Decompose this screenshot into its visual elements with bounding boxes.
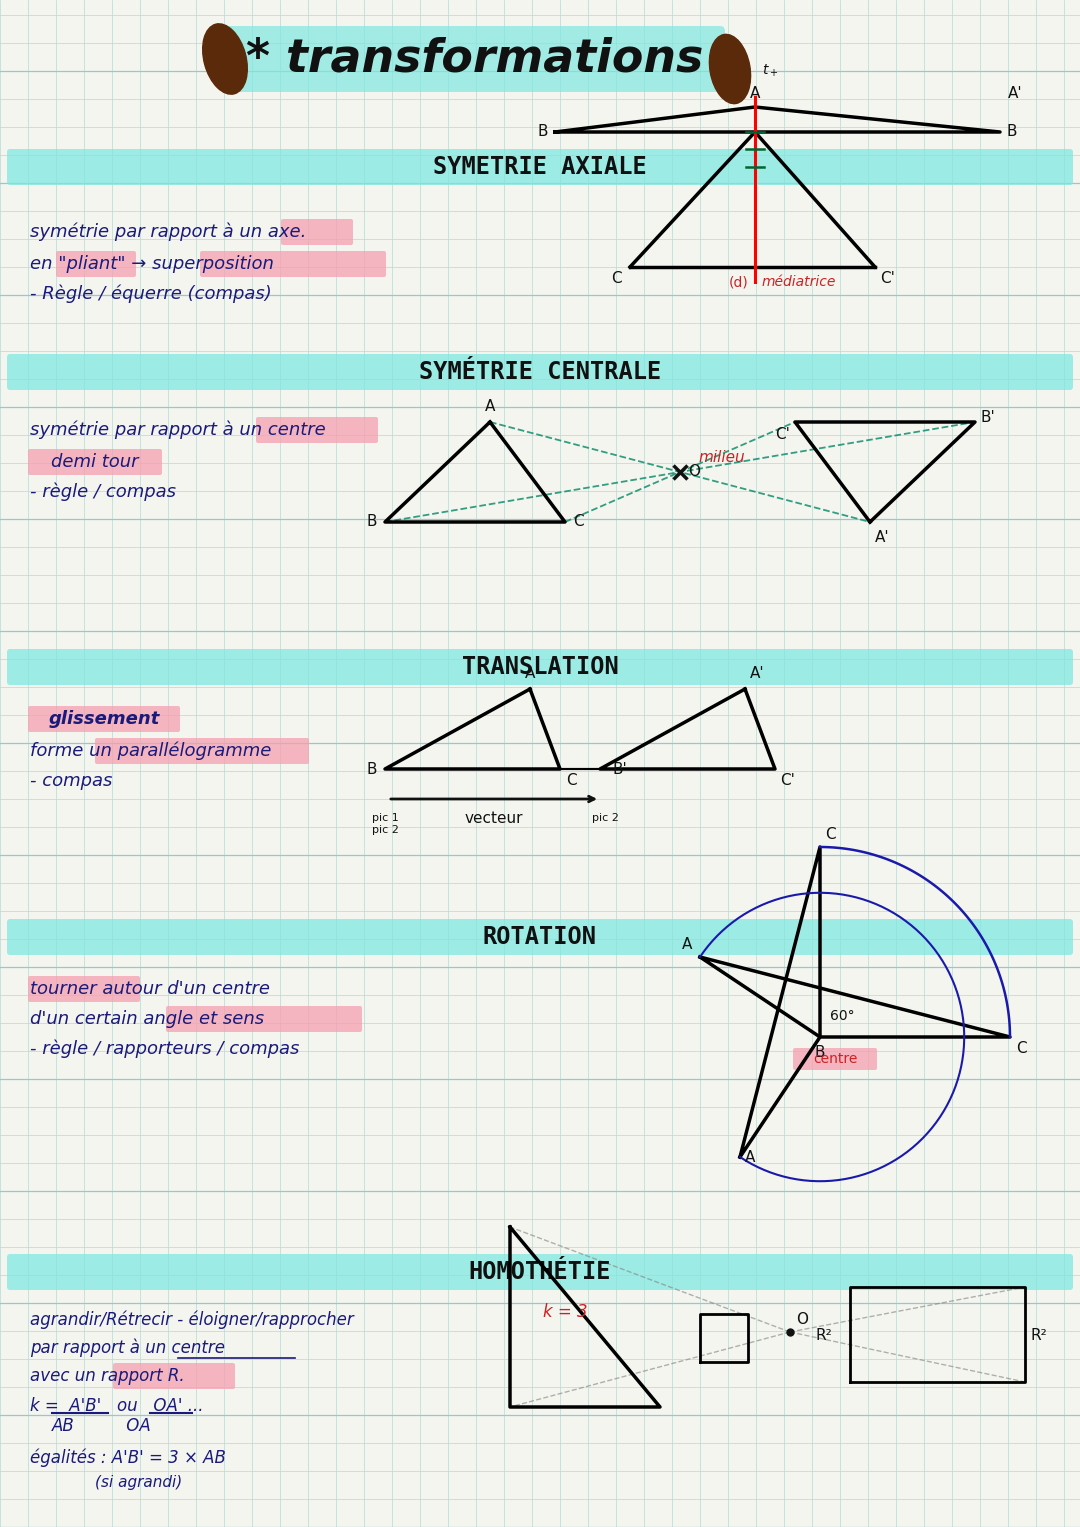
Text: - règle / rapporteurs / compas: - règle / rapporteurs / compas [30, 1040, 299, 1058]
Text: B: B [814, 1044, 825, 1060]
FancyBboxPatch shape [256, 417, 378, 443]
Text: médiatrice: médiatrice [762, 275, 836, 289]
Text: B': B' [612, 762, 626, 777]
Text: O: O [796, 1312, 808, 1327]
Text: C: C [573, 515, 583, 530]
FancyBboxPatch shape [200, 250, 386, 276]
Text: pic 1
pic 2: pic 1 pic 2 [372, 812, 399, 835]
Text: agrandir/Rétrecir - éloigner/rapprocher: agrandir/Rétrecir - éloigner/rapprocher [30, 1310, 354, 1328]
FancyBboxPatch shape [6, 1254, 1074, 1290]
Text: B': B' [980, 411, 995, 426]
Text: C: C [566, 773, 577, 788]
Text: C: C [611, 270, 622, 286]
Text: ROTATION: ROTATION [483, 925, 597, 948]
Text: A: A [485, 399, 496, 414]
Text: milieu: milieu [698, 450, 744, 466]
Text: - compas: - compas [30, 773, 112, 789]
Ellipse shape [710, 34, 751, 104]
Text: symétrie par rapport à un axe.: symétrie par rapport à un axe. [30, 223, 307, 241]
Text: demi tour: demi tour [51, 454, 138, 470]
Text: symétrie par rapport à un centre: symétrie par rapport à un centre [30, 421, 326, 440]
FancyBboxPatch shape [113, 1364, 235, 1390]
Text: C': C' [780, 773, 795, 788]
FancyBboxPatch shape [28, 976, 140, 1002]
Text: avec un rapport R.: avec un rapport R. [30, 1367, 185, 1385]
Text: C': C' [880, 270, 895, 286]
Text: (d): (d) [728, 275, 748, 289]
Text: SYMETRIE AXIALE: SYMETRIE AXIALE [433, 156, 647, 179]
Text: B: B [366, 515, 377, 530]
Text: * transformations: * transformations [246, 37, 704, 81]
Text: tourner autour d'un centre: tourner autour d'un centre [30, 980, 270, 999]
Text: C: C [825, 828, 836, 841]
Text: k =  A'B'   ou   OA' ...: k = A'B' ou OA' ... [30, 1397, 203, 1416]
Text: A: A [525, 666, 536, 681]
Text: - règle / compas: - règle / compas [30, 483, 176, 501]
Text: - Règle / équerre (compas): - Règle / équerre (compas) [30, 284, 272, 304]
Text: B: B [1005, 125, 1016, 139]
Text: pic 2: pic 2 [592, 812, 619, 823]
Text: R²: R² [1030, 1327, 1047, 1342]
Text: A: A [745, 1150, 755, 1165]
Text: A': A' [1008, 86, 1023, 101]
FancyBboxPatch shape [6, 919, 1074, 954]
Text: vecteur: vecteur [464, 811, 523, 826]
FancyBboxPatch shape [28, 705, 180, 731]
Text: centre: centre [813, 1052, 858, 1066]
Text: 60°: 60° [831, 1009, 854, 1023]
FancyBboxPatch shape [281, 218, 353, 244]
FancyBboxPatch shape [225, 26, 725, 92]
Text: d'un certain angle et sens: d'un certain angle et sens [30, 1009, 265, 1028]
Text: R²: R² [815, 1327, 832, 1342]
FancyBboxPatch shape [28, 449, 162, 475]
Text: C': C' [775, 428, 789, 441]
FancyBboxPatch shape [793, 1048, 877, 1070]
Text: SYMÉTRIE CENTRALE: SYMÉTRIE CENTRALE [419, 360, 661, 383]
Text: glissement: glissement [49, 710, 160, 728]
Text: TRANSLATION: TRANSLATION [461, 655, 619, 680]
Text: HOMOTHÉTIE: HOMOTHÉTIE [469, 1260, 611, 1284]
FancyBboxPatch shape [95, 738, 309, 764]
Text: égalités : A'B' = 3 × AB: égalités : A'B' = 3 × AB [30, 1449, 226, 1467]
Text: O: O [688, 464, 700, 479]
FancyBboxPatch shape [6, 649, 1074, 686]
Text: (si agrandi): (si agrandi) [95, 1475, 183, 1489]
Text: en "pliant" → superposition: en "pliant" → superposition [30, 255, 274, 273]
Text: A': A' [750, 666, 765, 681]
FancyBboxPatch shape [166, 1006, 362, 1032]
Text: B: B [366, 762, 377, 777]
FancyBboxPatch shape [6, 150, 1074, 185]
Text: $t_+$: $t_+$ [762, 63, 779, 79]
Ellipse shape [203, 24, 247, 95]
Text: AB          OA: AB OA [52, 1417, 152, 1435]
FancyBboxPatch shape [6, 354, 1074, 389]
Text: A: A [750, 86, 760, 101]
Text: A: A [681, 938, 692, 951]
Text: C: C [1016, 1041, 1027, 1057]
Text: k = 3: k = 3 [542, 1303, 588, 1321]
Text: B: B [538, 125, 548, 139]
Text: par rapport à un centre: par rapport à un centre [30, 1339, 225, 1358]
FancyBboxPatch shape [56, 250, 136, 276]
Text: A': A' [875, 530, 890, 545]
Text: forme un parallélogramme: forme un parallélogramme [30, 742, 271, 760]
